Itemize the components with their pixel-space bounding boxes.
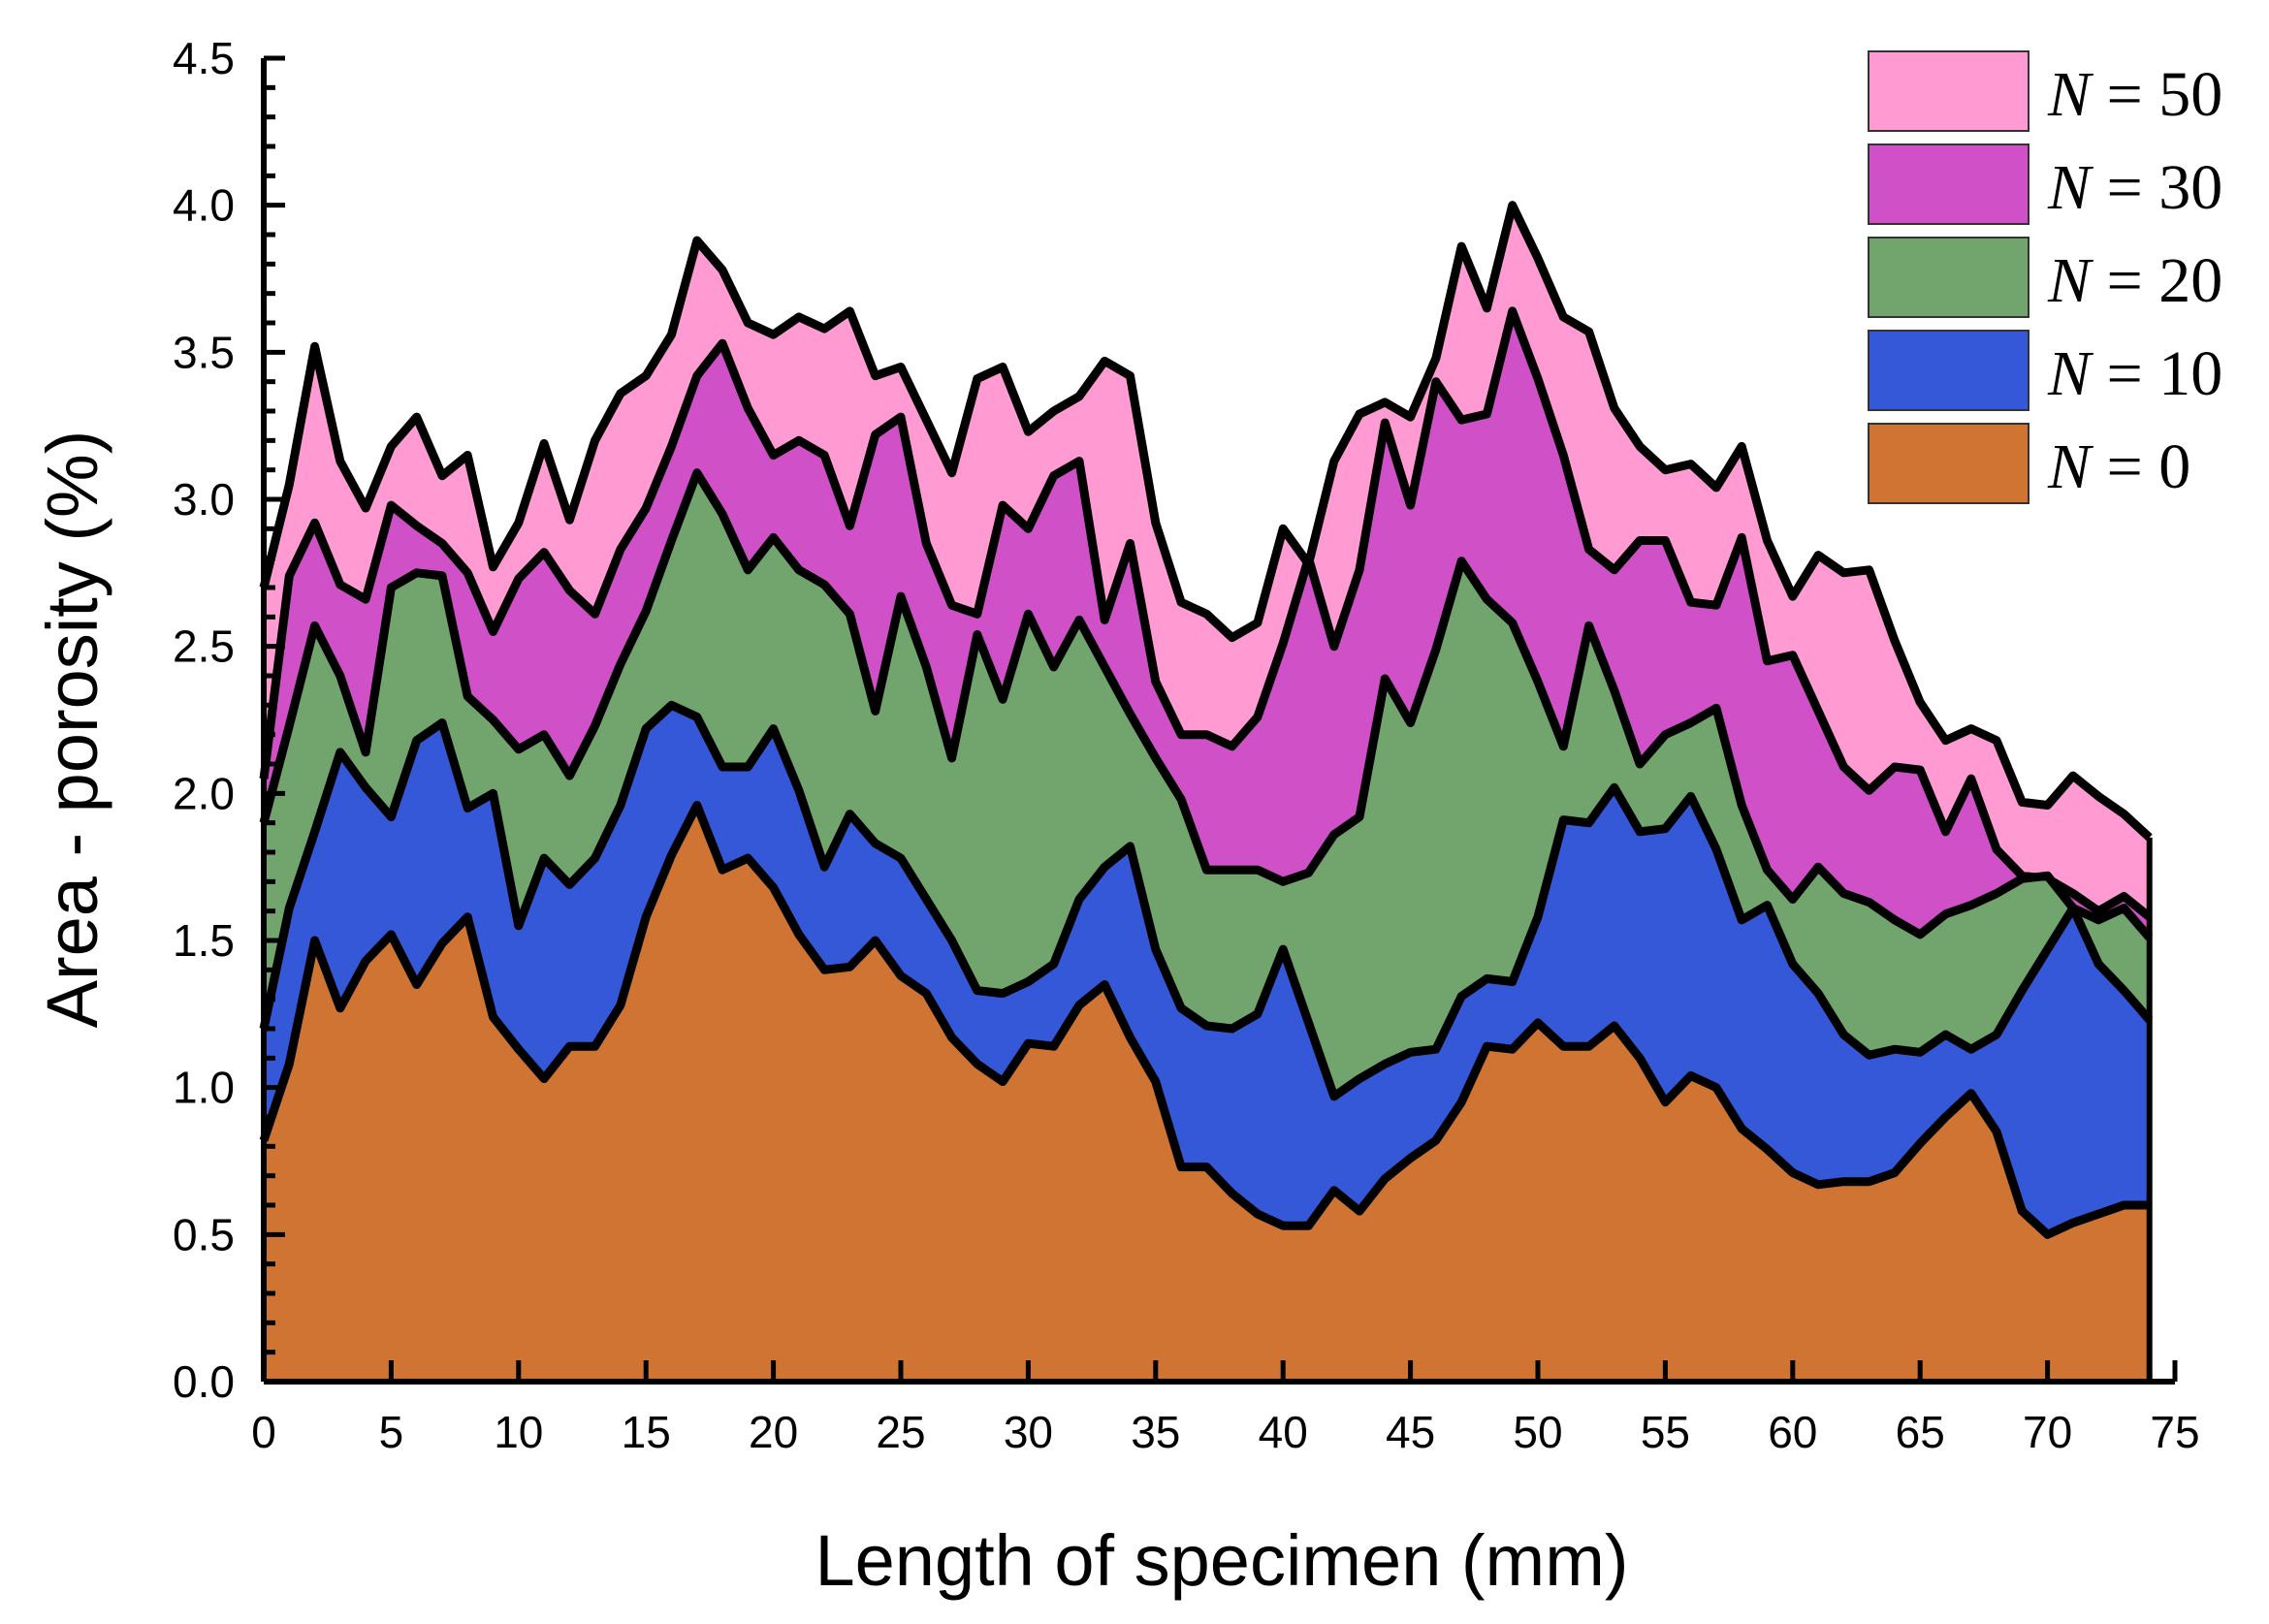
x-tick-label: 10: [494, 1407, 543, 1457]
x-tick-label: 60: [1768, 1407, 1817, 1457]
axes: [261, 55, 2178, 1385]
x-tick-label: 25: [876, 1407, 925, 1457]
tick-labels: 0.0 0.5 1.0 1.5 2.0 2.5 3.0 3.5 4.0 4.5 0 5 10 15 20 25…: [173, 33, 2200, 1457]
x-tick-label: 50: [1513, 1407, 1562, 1457]
legend-value: = 50: [2091, 59, 2222, 130]
legend-label: N = 20: [2047, 245, 2222, 316]
series-line-2: [259, 468, 2154, 940]
legend-swatch: [1868, 143, 2029, 225]
y-tick-label: 4.0: [173, 180, 235, 231]
y-axis-title: Area - porosity (%): [32, 430, 112, 1029]
legend-value: = 10: [2091, 338, 2222, 409]
legend-label: N = 10: [2047, 338, 2222, 409]
series-line-3: [259, 700, 2154, 1101]
legend-swatch: [1868, 237, 2029, 318]
x-tick-label: 0: [251, 1407, 276, 1457]
legend-variable: N: [2047, 152, 2094, 223]
legend: N = 50N = 30N = 20N = 10N = 0: [1868, 50, 2222, 504]
x-tick-label: 30: [1004, 1407, 1053, 1457]
legend-value: = 30: [2091, 152, 2222, 223]
series-area-4: [264, 805, 2150, 1382]
x-tick-label: 35: [1131, 1407, 1180, 1457]
y-tick-label: 1.0: [173, 1063, 235, 1113]
y-tick-label: 1.5: [173, 915, 235, 966]
x-axis-title: Length of specimen (mm): [815, 1520, 1628, 1601]
series-layer: [259, 201, 2154, 1383]
x-tick-label: 45: [1386, 1407, 1435, 1457]
y-tick-label: 3.5: [173, 327, 235, 377]
legend-variable: N: [2047, 59, 2094, 130]
legend-variable: N: [2047, 338, 2094, 409]
legend-value: = 20: [2091, 245, 2222, 316]
y-tick-label: 3.0: [173, 474, 235, 525]
x-tick-label: 15: [622, 1407, 671, 1457]
legend-value: = 0: [2091, 431, 2190, 502]
legend-swatch: [1868, 330, 2029, 411]
y-tick-label: 0.0: [173, 1356, 235, 1407]
x-tick-label: 40: [1259, 1407, 1308, 1457]
y-tick-label: 2.0: [173, 768, 235, 818]
legend-label: N = 30: [2047, 152, 2222, 223]
series-line-4: [259, 801, 2150, 1239]
y-tick-label: 2.5: [173, 621, 235, 672]
legend-swatch: [1868, 50, 2029, 132]
legend-label: N = 0: [2047, 431, 2190, 502]
series-line-0: [259, 201, 2153, 842]
x-tick-label: 5: [379, 1407, 404, 1457]
x-tick-label: 20: [749, 1407, 798, 1457]
legend-swatch: [1868, 423, 2029, 504]
legend-variable: N: [2047, 431, 2094, 502]
series-line-1: [259, 306, 2153, 921]
x-tick-label: 70: [2023, 1407, 2072, 1457]
y-tick-label: 4.5: [173, 33, 235, 83]
legend-variable: N: [2047, 245, 2094, 316]
x-tick-label: 65: [1896, 1407, 1945, 1457]
x-tick-label: 75: [2150, 1407, 2199, 1457]
y-tick-label: 0.5: [173, 1209, 235, 1259]
x-tick-label: 55: [1641, 1407, 1690, 1457]
legend-label: N = 50: [2047, 59, 2222, 130]
